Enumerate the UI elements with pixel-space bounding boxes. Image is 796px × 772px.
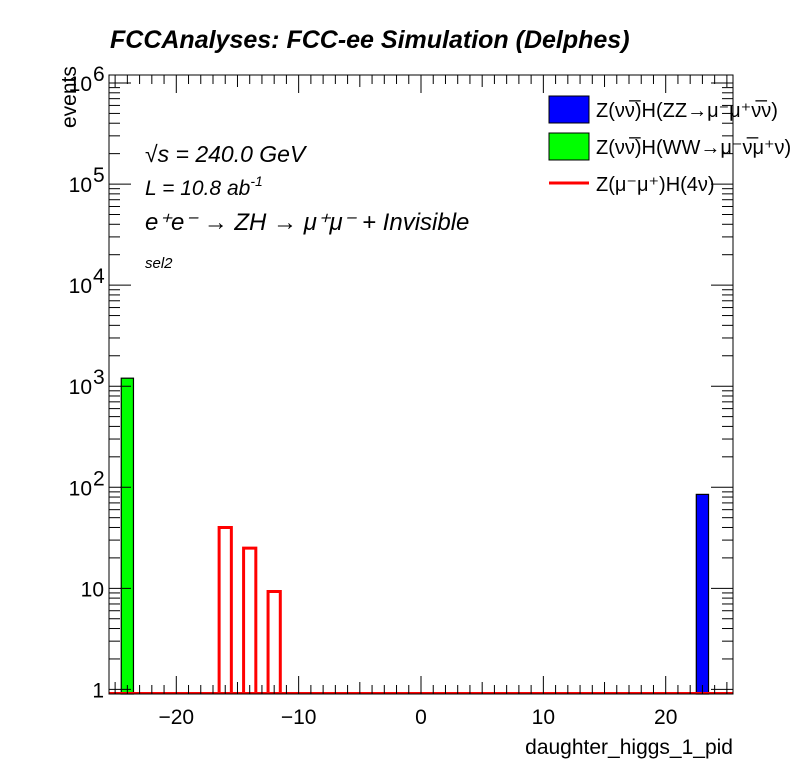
bar-series2-bin0 [217,525,233,694]
x-axis: −20 −10 0 10 20 [114,75,728,729]
selection-annotation: sel2 [145,255,173,272]
legend-swatch-zz [548,95,590,124]
legend-swatch-ww [548,132,590,161]
histogram-bars [109,377,733,695]
y-tick-label: 1 [92,679,104,702]
bar-series1-bin0 [120,377,135,695]
luminosity-annotation: L = 10.8 ab-1 [145,173,263,200]
y-tick-exponent: 2 [93,467,105,490]
energy-value: = 240.0 GeV [169,141,308,167]
y-tick-label: 10 [81,578,104,601]
y-tick-label: 10 [69,174,92,197]
y-axis-label: events [58,66,81,128]
legend-label-zz: Z(νν̅)H(ZZ→μ⁻μ⁺ν̅ν) [596,99,778,122]
process-annotation: e⁺e⁻ → ZH → μ⁺μ⁻ + Invisible [145,209,469,236]
x-tick-label: −10 [281,706,317,729]
y-tick-label: 10 [69,376,92,399]
legend-label-4nu: Z(μ⁻μ⁺)H(4ν) [596,174,715,196]
sqrt-s-var: s [158,141,170,167]
chart-title: FCCAnalyses: FCC-ee Simulation (Delphes) [110,26,630,54]
plot-frame [108,74,734,695]
x-axis-label: daughter_higgs_1_pid [525,736,733,759]
legend-label-ww: Z(νν̅)H(WW→μ⁻ν̅μ⁺ν) [596,136,791,159]
annotations: √s = 240.0 GeV L = 10.8 ab-1 e⁺e⁻ → ZH →… [145,141,469,272]
y-tick-exponent: 6 [93,63,105,86]
x-tick-label: 0 [415,706,427,729]
y-tick-label: 10 [69,275,92,298]
bar-series0-bin0 [695,493,710,695]
luminosity-exponent: -1 [250,173,262,189]
x-tick-label: 10 [532,706,555,729]
y-tick-exponent: 4 [93,265,105,288]
x-tick-label: 20 [654,706,677,729]
bar-series2-bin2 [266,589,282,694]
y-tick-exponent: 5 [93,164,105,187]
y-tick-label: 10 [69,477,92,500]
y-tick-label: 10 [69,73,92,96]
y-tick-exponent: 3 [93,366,105,389]
legend: Z(νν̅)H(ZZ→μ⁻μ⁺ν̅ν) Z(νν̅)H(WW→μ⁻ν̅μ⁺ν) … [548,95,791,196]
x-tick-label: −20 [158,706,194,729]
bar-series2-bin1 [242,546,258,694]
sqrt-symbol: √ [145,141,158,167]
luminosity-base: L = 10.8 ab [145,177,251,200]
sqrt-s-annotation: √s = 240.0 GeV [145,141,308,167]
